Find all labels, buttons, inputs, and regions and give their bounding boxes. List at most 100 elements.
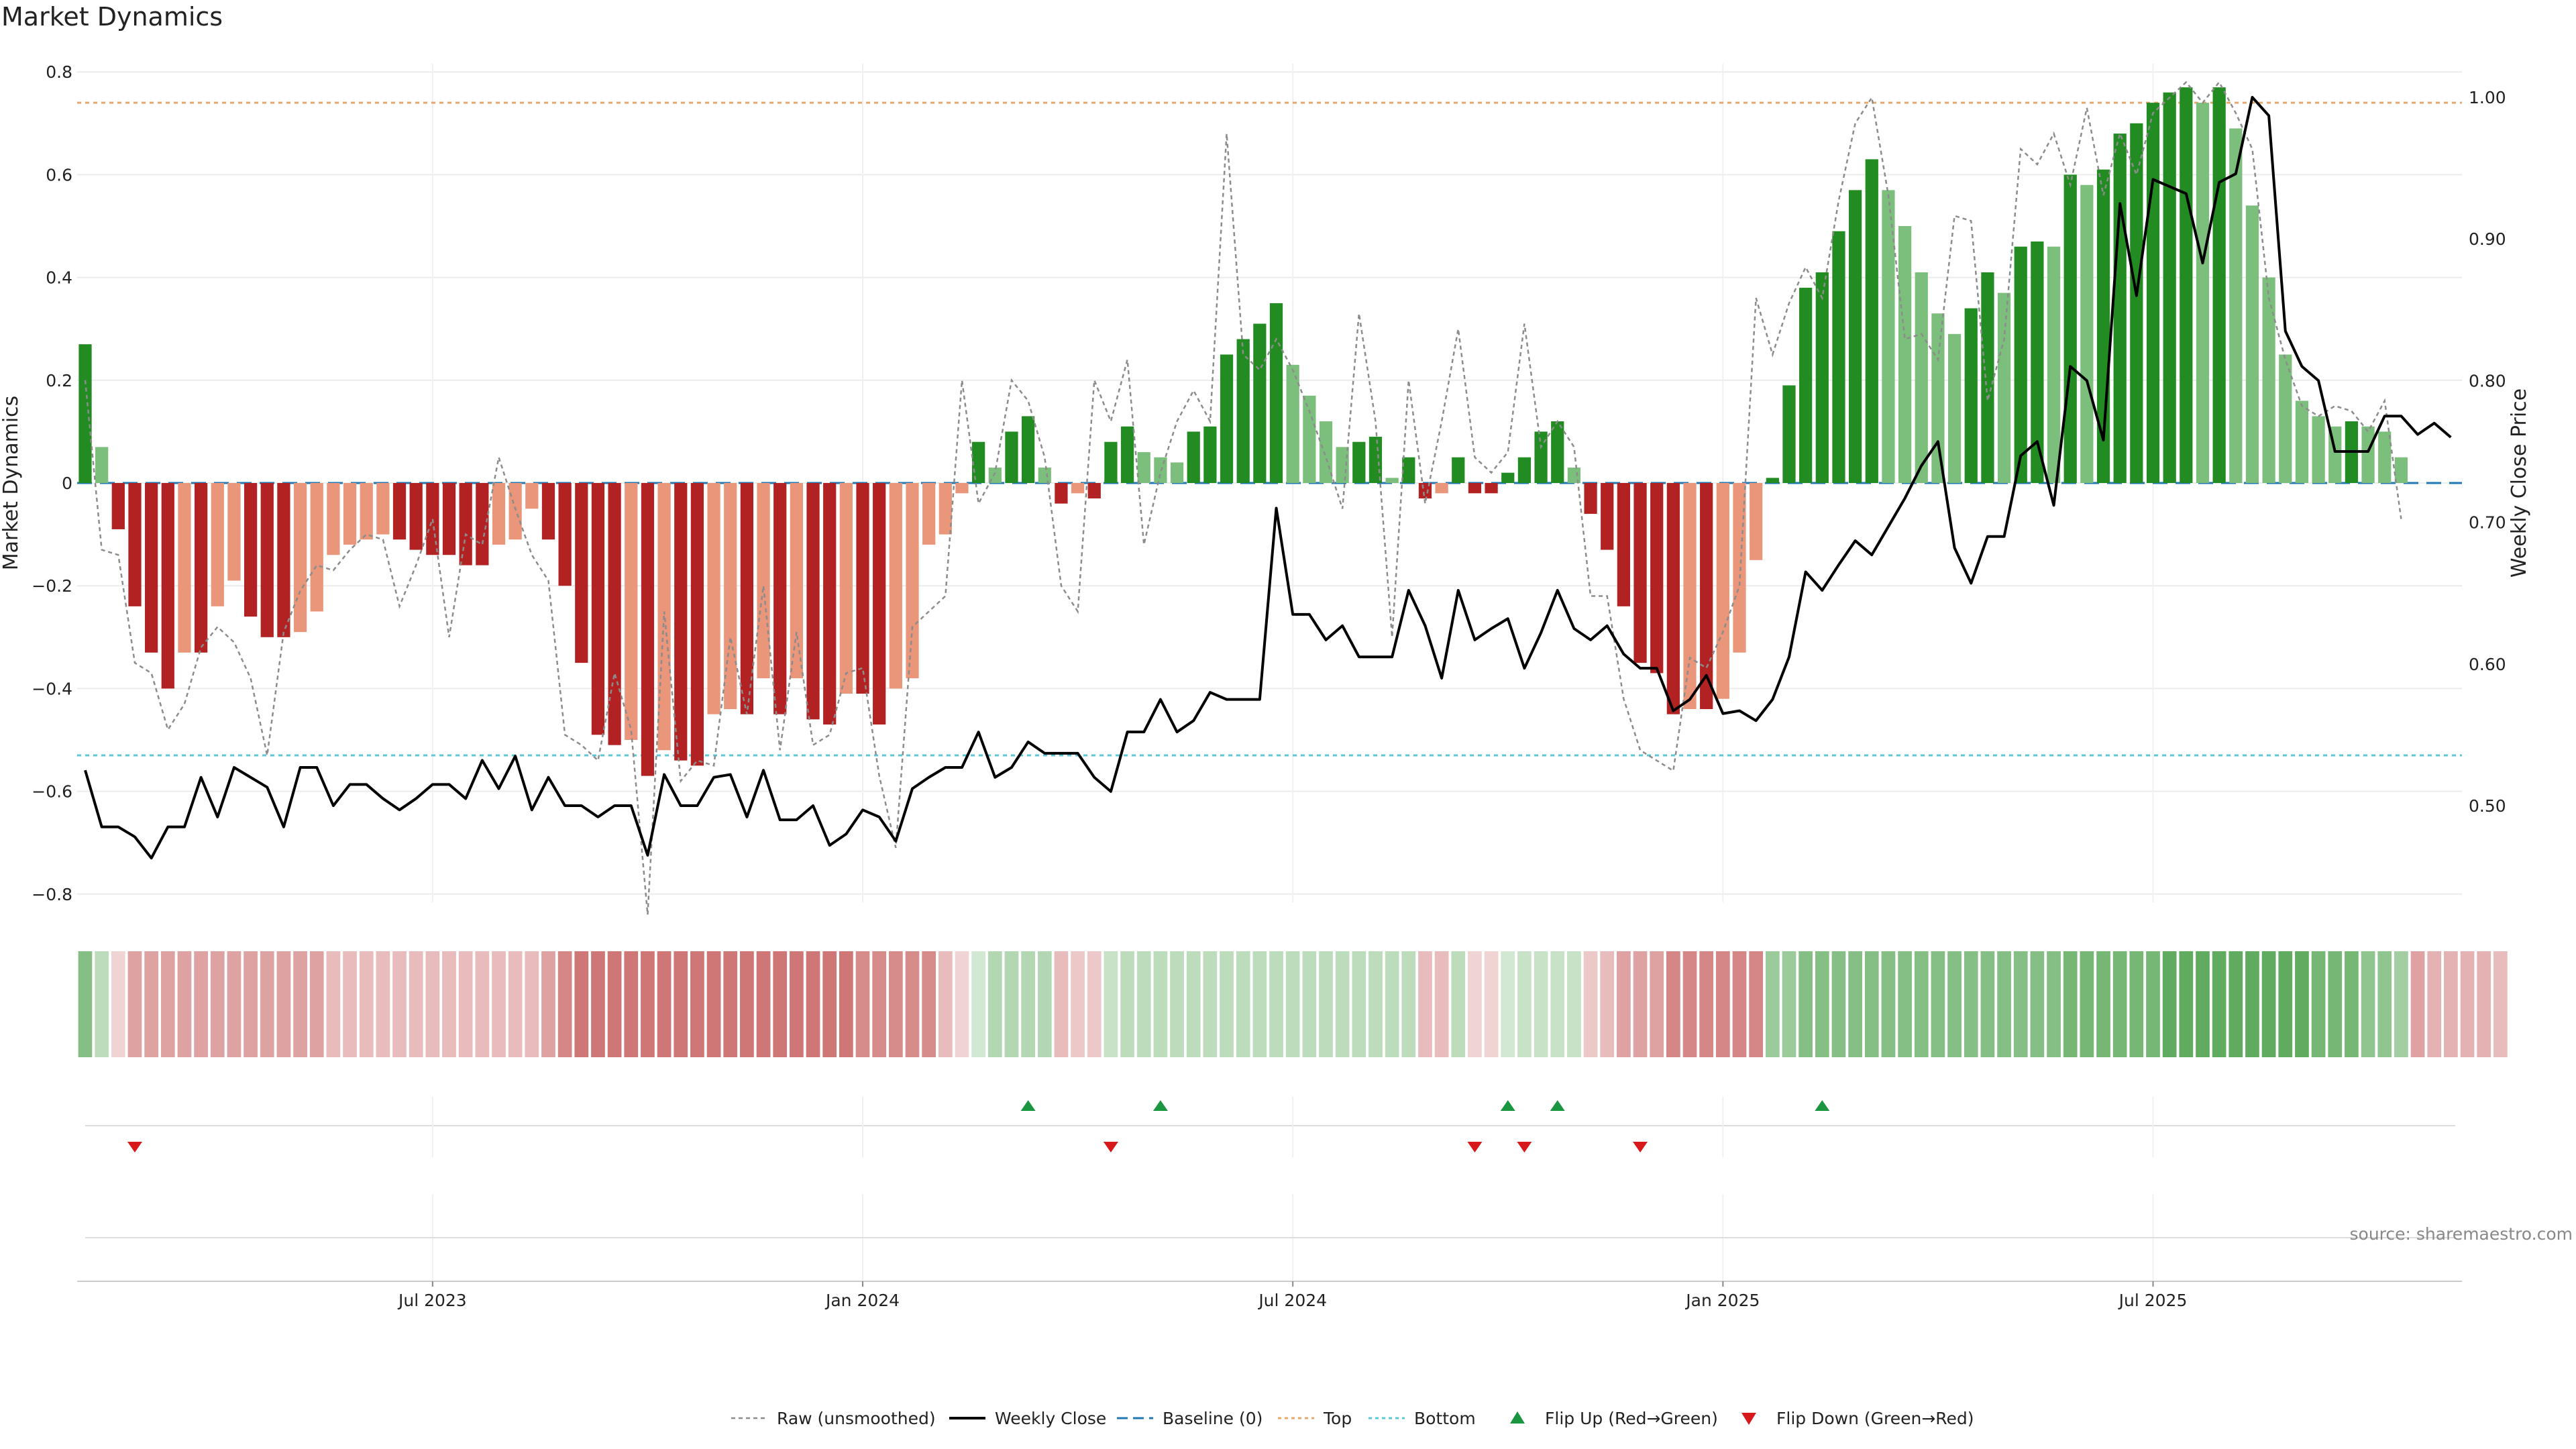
heatmap-cell [855,951,870,1057]
bar [740,483,754,714]
heatmap-cell [1749,951,1764,1057]
bar [1865,159,1878,484]
bar [2361,426,2375,483]
heatmap-cell [1302,951,1317,1057]
bar [1964,308,1978,483]
heatmap-cell [127,951,142,1057]
bar [2047,246,2061,483]
heatmap-cell [1682,951,1697,1057]
heatmap-cell [1071,951,1085,1057]
heatmap-cell [2080,951,2094,1057]
heatmap-strip [78,951,2508,1057]
heatmap-cell [1220,951,1234,1057]
heatmap-cell [343,951,357,1057]
bar [1766,478,1779,483]
bar [1666,483,1680,714]
bar [1584,483,1597,514]
left-tick-label: 0.6 [46,165,72,184]
heatmap-cell [1368,951,1383,1057]
heatmap-cell [2063,951,2078,1057]
heatmap-cell [1633,951,1648,1057]
bar [360,483,373,540]
bar [1832,231,1845,483]
heatmap-cell [1799,951,1813,1057]
heatmap-cell [276,951,291,1057]
heatmap-cell [144,951,158,1057]
heatmap-cell [1335,951,1350,1057]
heatmap-cell [227,951,241,1057]
bar [244,483,258,617]
heatmap-cell [987,951,1002,1057]
heatmap-cell [260,951,274,1057]
bar [2312,416,2325,483]
bar [1517,457,1532,483]
bar [1799,287,1813,483]
heatmap-cell [756,951,771,1057]
right-axis-ticks: 1.00 0.90 0.80 0.70 0.60 0.50 [2469,88,2506,816]
bar [476,483,489,566]
heatmap-cell [1037,951,1052,1057]
legend-label: Raw (unsmoothed) [777,1409,936,1428]
heatmap-cell [2410,951,2425,1057]
heatmap-cell [2179,951,2194,1057]
bar [806,483,820,720]
bar [2378,431,2392,483]
heatmap-cell [1136,951,1151,1057]
left-axis-label: Market Dynamics [0,396,23,571]
heatmap-cell [1699,951,1714,1057]
heatmap-cell [641,951,655,1057]
flip-up-marker [1550,1100,1565,1111]
heatmap-cell [78,951,93,1057]
heatmap-cell [1567,951,1581,1057]
bar [2229,128,2243,483]
flip-down-marker [1103,1142,1118,1152]
heatmap-cell [177,951,192,1057]
flip-up-marker [1500,1100,1515,1111]
legend-label: Flip Up (Red→Green) [1545,1409,1718,1428]
heatmap-cell [2328,951,2343,1057]
bar [2262,277,2275,483]
bar [426,483,439,555]
bar [442,483,456,555]
bar [707,483,720,714]
bar [2279,354,2292,483]
bar [1220,354,1234,483]
heatmap-cell [1898,951,1912,1057]
heatmap-cell [955,951,969,1057]
bar [2163,92,2176,484]
flip-down-marker [127,1142,142,1152]
left-tick-label: −0.2 [32,576,72,596]
bar [922,483,936,545]
heatmap-cell [1914,951,1929,1057]
heatmap-cell [905,951,920,1057]
bar [2394,457,2408,483]
bar [2113,133,2127,483]
heatmap-cell [806,951,820,1057]
heatmap-cell [674,951,688,1057]
heatmap-cell [376,951,390,1057]
bar [1452,457,1465,483]
heatmap-cell [1418,951,1432,1057]
bar [1170,462,1184,483]
heatmap-cell [607,951,622,1057]
bar [195,483,208,653]
heatmap-cell [2261,951,2276,1057]
bar [1418,483,1432,498]
bar [1947,333,1962,483]
bar [409,483,423,550]
bar [773,483,787,714]
left-tick-label: 0.4 [46,268,72,288]
bar [1187,431,1200,483]
legend-label: Top [1323,1409,1352,1428]
heatmap-cell [1666,951,1680,1057]
heatmap-cell [1931,951,1945,1057]
bar [2212,87,2226,483]
heatmap-cell [1236,951,1250,1057]
bar [873,483,886,725]
bar [1898,226,1912,483]
heatmap-cell [1186,951,1201,1057]
bar [1981,272,1994,483]
bar [1435,483,1448,494]
bar [492,483,506,545]
bar [1931,313,1945,483]
